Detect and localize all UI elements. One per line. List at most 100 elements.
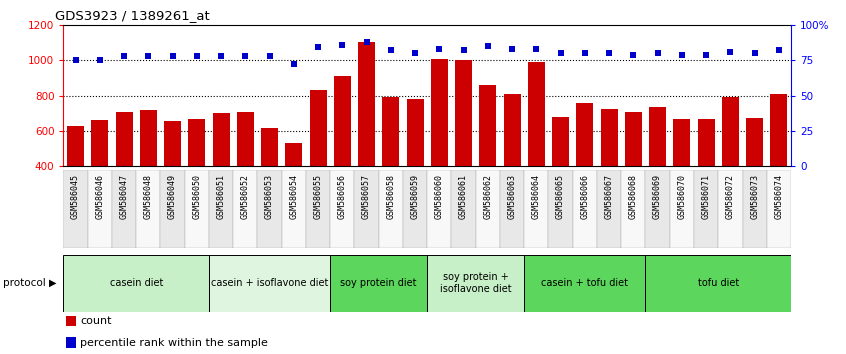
Text: GSM586056: GSM586056 <box>338 174 347 219</box>
Point <box>627 52 640 57</box>
Text: percentile rank within the sample: percentile rank within the sample <box>80 337 268 348</box>
Bar <box>525 255 645 312</box>
Bar <box>645 255 791 312</box>
Text: GSM586070: GSM586070 <box>678 174 686 219</box>
Bar <box>427 170 452 248</box>
Bar <box>354 170 379 248</box>
Point <box>166 53 179 59</box>
Bar <box>597 170 621 248</box>
Text: GSM586061: GSM586061 <box>459 174 468 219</box>
Point <box>675 52 689 57</box>
Bar <box>382 97 399 237</box>
Bar <box>427 255 525 312</box>
Point <box>723 49 737 55</box>
Bar <box>261 128 278 237</box>
Bar <box>65 337 76 348</box>
Bar <box>257 170 282 248</box>
Bar <box>503 94 520 237</box>
Bar <box>161 170 184 248</box>
Point <box>432 46 446 52</box>
Bar <box>67 126 84 237</box>
Bar <box>285 143 302 237</box>
Bar <box>670 170 694 248</box>
Bar <box>112 170 136 248</box>
Text: protocol: protocol <box>3 278 46 288</box>
Bar <box>184 170 209 248</box>
Bar <box>621 170 645 248</box>
Text: GSM586060: GSM586060 <box>435 174 444 219</box>
Point <box>118 53 131 59</box>
Bar <box>552 117 569 237</box>
Bar <box>209 170 233 248</box>
Bar <box>525 170 548 248</box>
Bar <box>330 255 427 312</box>
Text: GSM586051: GSM586051 <box>217 174 226 219</box>
Text: GSM586064: GSM586064 <box>532 174 541 219</box>
Bar <box>65 316 76 326</box>
Bar <box>209 255 330 312</box>
Point <box>409 50 422 56</box>
Bar <box>722 97 739 237</box>
Text: GSM586066: GSM586066 <box>580 174 590 219</box>
Text: GSM586049: GSM586049 <box>168 174 177 219</box>
Text: GSM586065: GSM586065 <box>556 174 565 219</box>
Point <box>239 53 252 59</box>
Point <box>336 42 349 47</box>
Bar <box>766 170 791 248</box>
Bar <box>91 120 108 237</box>
Point <box>457 47 470 53</box>
Point <box>578 50 591 56</box>
Bar <box>63 255 209 312</box>
Bar <box>455 60 472 237</box>
Bar <box>334 76 351 237</box>
Bar <box>431 59 448 237</box>
Text: GSM586074: GSM586074 <box>774 174 783 219</box>
Text: count: count <box>80 316 112 326</box>
Bar <box>528 62 545 237</box>
Text: GSM586073: GSM586073 <box>750 174 759 219</box>
Bar <box>358 41 375 237</box>
Point <box>748 50 761 56</box>
Bar <box>573 170 597 248</box>
Bar <box>282 170 306 248</box>
Text: GSM586053: GSM586053 <box>265 174 274 219</box>
Text: GSM586046: GSM586046 <box>96 174 104 219</box>
Point <box>651 50 664 56</box>
Bar <box>164 121 181 237</box>
Text: GSM586054: GSM586054 <box>289 174 299 219</box>
Bar <box>452 170 475 248</box>
Text: casein diet: casein diet <box>109 278 163 288</box>
Bar <box>306 170 330 248</box>
Bar <box>63 170 88 248</box>
Text: GSM586055: GSM586055 <box>314 174 322 219</box>
Text: GSM586063: GSM586063 <box>508 174 517 219</box>
Bar <box>403 170 427 248</box>
Bar <box>743 170 766 248</box>
Bar <box>480 85 497 237</box>
Point <box>505 46 519 52</box>
Bar <box>718 170 743 248</box>
Point <box>554 50 568 56</box>
Bar <box>645 170 670 248</box>
Text: tofu diet: tofu diet <box>698 278 739 288</box>
Text: soy protein diet: soy protein diet <box>340 278 417 288</box>
Text: GSM586058: GSM586058 <box>387 174 395 219</box>
Text: GSM586047: GSM586047 <box>119 174 129 219</box>
Point <box>263 53 277 59</box>
Text: GSM586057: GSM586057 <box>362 174 371 219</box>
Text: GSM586045: GSM586045 <box>71 174 80 219</box>
Point <box>384 47 398 53</box>
Text: GSM586050: GSM586050 <box>192 174 201 219</box>
Bar <box>746 118 763 237</box>
Point <box>530 46 543 52</box>
Bar <box>310 90 327 237</box>
Point <box>772 47 786 53</box>
Bar <box>330 170 354 248</box>
Bar <box>576 103 593 237</box>
Bar <box>694 170 718 248</box>
Bar <box>237 112 254 237</box>
Bar <box>649 107 666 237</box>
Text: ▶: ▶ <box>49 278 57 288</box>
Bar <box>500 170 525 248</box>
Point <box>602 50 616 56</box>
